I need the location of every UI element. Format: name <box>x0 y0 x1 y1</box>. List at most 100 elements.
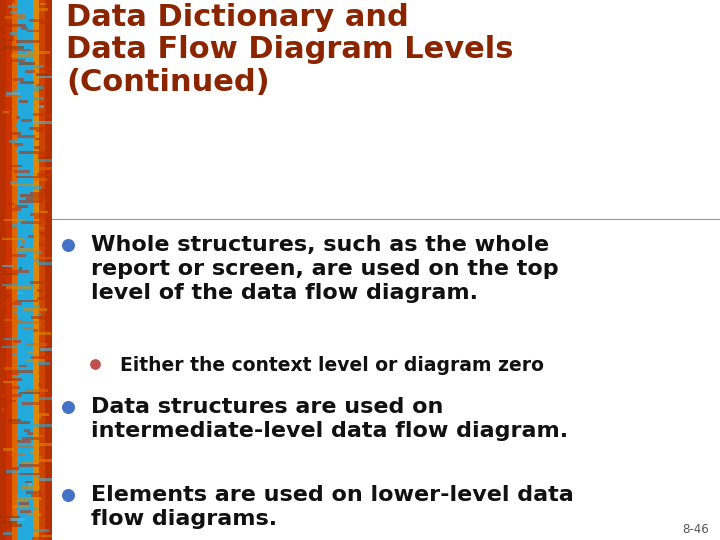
Bar <box>28 513 41 516</box>
Bar <box>4 111 9 113</box>
Bar <box>1 521 17 524</box>
Bar <box>3 405 9 408</box>
Bar <box>6 43 10 46</box>
Bar <box>6 0 12 540</box>
Bar <box>10 32 22 35</box>
Bar <box>37 105 44 108</box>
Bar <box>9 524 22 526</box>
Bar <box>7 421 30 424</box>
Bar <box>16 248 36 251</box>
Bar <box>28 235 34 238</box>
Bar <box>24 359 45 362</box>
Bar <box>40 3 45 5</box>
Bar <box>14 170 30 173</box>
Bar <box>4 108 9 111</box>
Bar <box>32 122 52 124</box>
Bar <box>30 192 52 194</box>
Bar <box>6 470 16 472</box>
Bar <box>10 132 21 135</box>
Bar <box>27 197 44 200</box>
Bar <box>31 316 46 319</box>
Bar <box>17 259 38 262</box>
Text: Whole structures, such as the whole
report or screen, are used on the top
level : Whole structures, such as the whole repo… <box>91 235 559 303</box>
Bar <box>39 0 45 540</box>
Bar <box>22 437 39 440</box>
Bar <box>40 348 52 351</box>
Bar <box>4 319 22 321</box>
Bar <box>26 65 44 68</box>
Bar <box>14 305 40 308</box>
Bar <box>9 370 32 373</box>
Bar <box>2 294 11 297</box>
Bar <box>12 224 32 227</box>
Bar <box>3 526 12 529</box>
Bar <box>36 73 47 76</box>
Bar <box>19 267 22 270</box>
Bar <box>1 346 27 348</box>
Bar <box>35 416 41 418</box>
Bar <box>9 140 25 143</box>
Bar <box>12 454 25 456</box>
Bar <box>37 459 52 462</box>
Bar <box>6 516 20 518</box>
Bar <box>38 154 47 157</box>
Bar <box>9 518 24 521</box>
Bar <box>35 8 48 11</box>
Text: Either the context level or diagram zero: Either the context level or diagram zero <box>120 356 544 375</box>
Bar <box>21 119 32 122</box>
Bar <box>1 394 22 397</box>
Bar <box>26 0 33 540</box>
Bar <box>35 427 38 429</box>
Bar <box>8 5 18 8</box>
Bar <box>17 116 20 119</box>
Bar <box>28 529 50 532</box>
Bar <box>15 508 37 510</box>
Bar <box>33 113 52 116</box>
Bar <box>15 500 28 502</box>
Bar <box>19 392 40 394</box>
Bar <box>40 232 52 235</box>
Bar <box>36 84 41 86</box>
Bar <box>10 181 22 184</box>
Bar <box>19 364 27 367</box>
Bar <box>41 189 52 192</box>
Bar <box>25 70 35 73</box>
Bar <box>12 386 20 389</box>
Bar <box>17 440 30 443</box>
Bar <box>30 213 52 216</box>
Bar <box>40 211 48 213</box>
Bar <box>30 19 49 22</box>
Bar <box>33 424 52 427</box>
Bar <box>3 448 14 451</box>
Bar <box>27 491 41 494</box>
Point <box>62 240 73 249</box>
Bar <box>14 89 39 92</box>
Bar <box>16 176 41 178</box>
Bar <box>12 467 19 470</box>
Bar <box>34 146 40 148</box>
Bar <box>2 408 4 410</box>
Bar <box>10 11 33 14</box>
Bar <box>39 397 52 400</box>
Bar <box>15 143 23 146</box>
Bar <box>12 254 26 256</box>
Bar <box>22 486 40 489</box>
Bar <box>4 46 24 49</box>
Point <box>89 360 101 368</box>
Bar <box>14 310 17 313</box>
Bar <box>38 227 44 229</box>
Bar <box>31 494 43 497</box>
Bar <box>36 256 52 259</box>
Text: 8-46: 8-46 <box>683 523 709 536</box>
Bar <box>34 443 52 445</box>
Bar <box>5 38 14 40</box>
Bar <box>4 219 27 221</box>
Bar <box>40 535 52 537</box>
Bar <box>24 327 33 329</box>
Bar <box>2 238 24 240</box>
Bar <box>1 410 10 413</box>
Bar <box>13 14 26 16</box>
Bar <box>13 505 29 508</box>
Bar <box>1 35 14 38</box>
Bar <box>12 0 17 540</box>
